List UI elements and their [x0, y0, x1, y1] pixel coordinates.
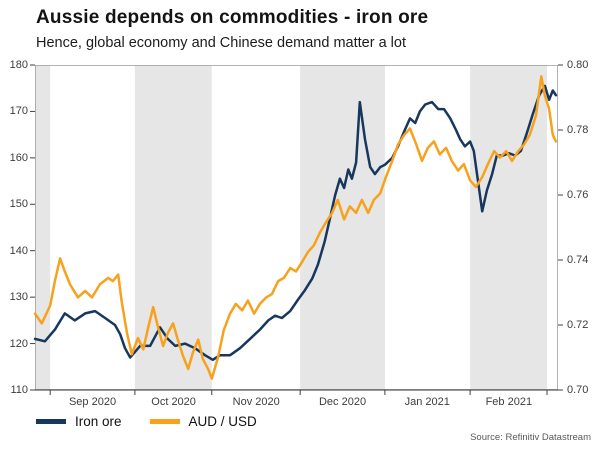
aud-usd-line-swatch: [149, 419, 180, 424]
y-tick-label: 0.70: [567, 384, 589, 396]
y-axis-left: 180 170 160 150 140 130 120 110: [0, 59, 30, 396]
y-tick-label: 0.76: [567, 189, 589, 201]
y-tick-label: 140: [9, 244, 28, 257]
y-tick-label: 0.78: [567, 124, 589, 136]
y-tick-label: 150: [9, 198, 28, 211]
y-tick-label: 180: [9, 59, 28, 71]
y-tick-label: 110: [10, 384, 28, 396]
chart-subtitle: Hence, global economy and Chinese demand…: [36, 35, 406, 51]
y-tick-label: 160: [9, 151, 28, 164]
legend-label-aud-usd: AUD / USD: [188, 414, 257, 429]
y-tick-label: 0.74: [567, 254, 589, 266]
plot-svg: [30, 64, 563, 395]
legend-label-iron-ore: Iron ore: [75, 414, 122, 429]
y-tick-label: 170: [9, 105, 28, 118]
y-tick-label: 0.72: [567, 319, 589, 331]
x-tick-label: Dec 2020: [318, 396, 367, 408]
legend: Iron ore AUD / USD: [36, 414, 257, 429]
x-axis-labels: Sep 2020 Oct 2020 Nov 2020 Dec 2020 Jan 2021…: [35, 396, 558, 410]
source-note: Source: Refinitiv Datastream: [470, 432, 591, 443]
y-axis-right: 0.80 0.78 0.76 0.74 0.72 0.70: [565, 59, 598, 396]
y-tick-label: 0.80: [567, 59, 589, 71]
x-tick-label: Jan 2021: [404, 396, 450, 408]
x-tick-label: Sep 2020: [68, 396, 117, 408]
legend-item-aud-usd: AUD / USD: [149, 414, 257, 429]
chart-title: Aussie depends on commodities - iron ore: [36, 7, 429, 28]
legend-item-iron-ore: Iron ore: [36, 414, 122, 429]
x-tick-label: Feb 2021: [485, 396, 533, 408]
y-tick-label: 130: [9, 291, 28, 304]
x-tick-label: Nov 2020: [232, 396, 280, 408]
iron-ore-line-swatch: [36, 419, 66, 424]
x-tick-label: Oct 2020: [151, 396, 196, 408]
y-tick-label: 120: [9, 337, 28, 350]
chart-area: [30, 64, 563, 395]
